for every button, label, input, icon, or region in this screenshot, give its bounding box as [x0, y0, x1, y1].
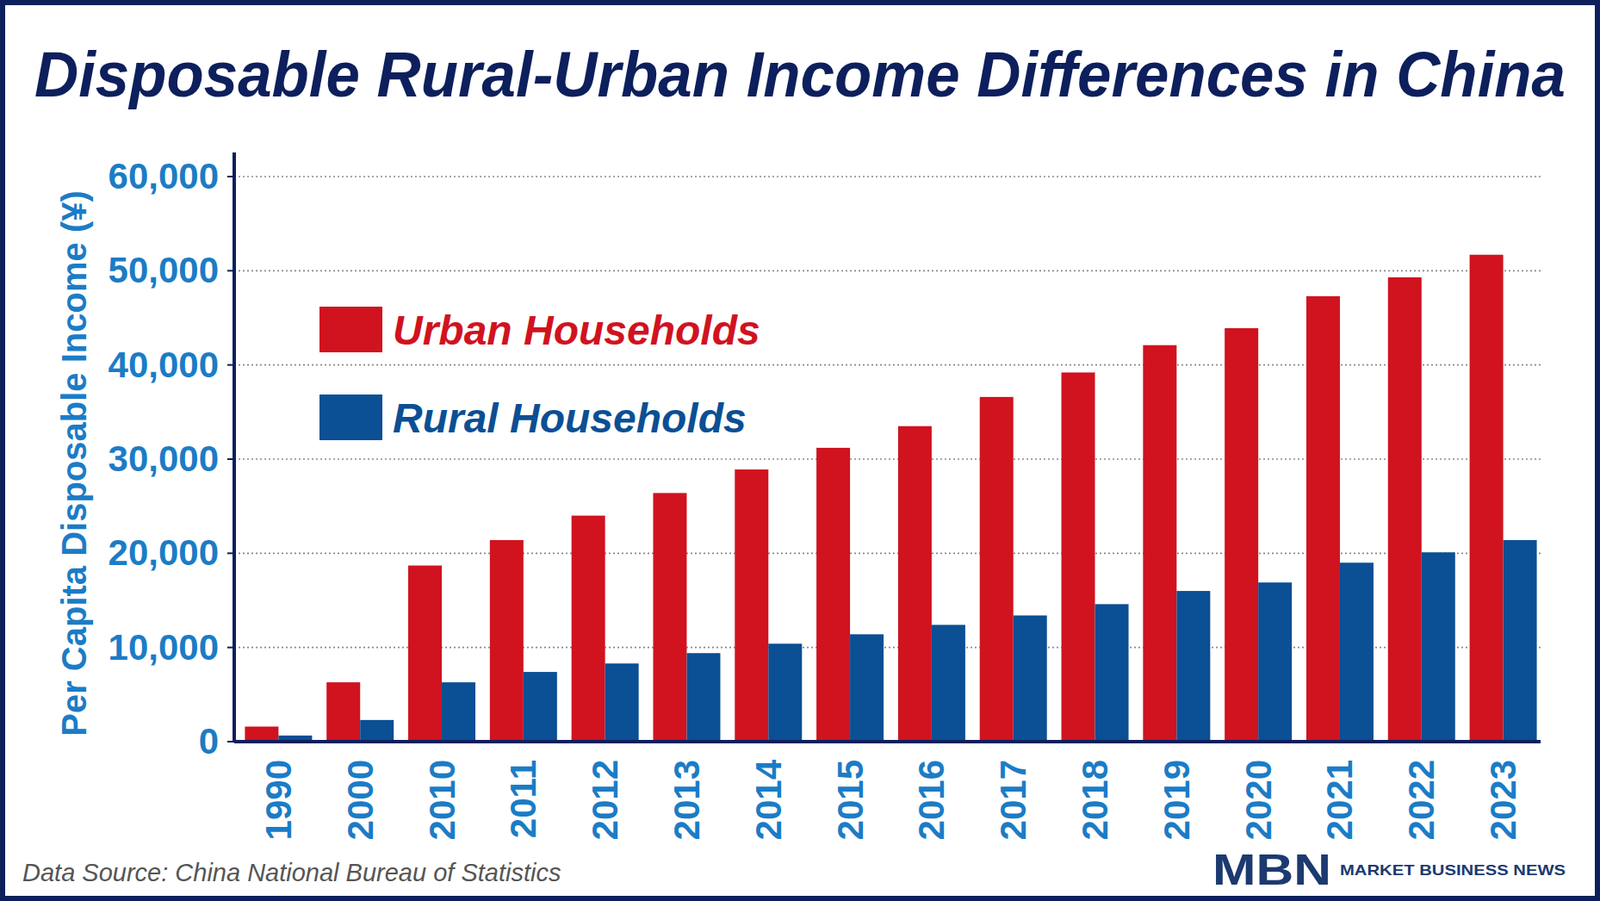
x-tick-label: 1990 — [258, 759, 299, 840]
bar — [1306, 296, 1340, 742]
bar — [1421, 551, 1456, 742]
bar — [816, 447, 850, 742]
y-tick-label: 10,000 — [108, 626, 219, 668]
x-tick-label: 2010 — [421, 759, 463, 840]
bar — [1469, 254, 1504, 742]
chart: Disposable Rural-Urban Income Difference… — [0, 0, 1600, 901]
bar — [1388, 277, 1422, 742]
bar — [979, 396, 1014, 742]
x-axis — [234, 739, 1541, 744]
legend-label: Urban Households — [392, 307, 761, 354]
bar — [359, 719, 394, 742]
x-tick-label: 2020 — [1238, 759, 1279, 840]
title: Disposable Rural-Urban Income Difference… — [34, 38, 1566, 111]
x-tick-label: 2023 — [1482, 759, 1524, 840]
logo-text: MARKET BUSINESS NEWS — [1339, 862, 1566, 879]
x-tick-label: 2019 — [1156, 759, 1197, 840]
bar — [898, 426, 932, 742]
y-tick-label: 20,000 — [108, 532, 219, 573]
bar — [1258, 582, 1292, 742]
y-axis — [232, 152, 236, 742]
bar — [441, 682, 476, 742]
bar — [605, 663, 639, 742]
y-axis-title: Per Capita Disposable Income (¥) — [55, 190, 94, 737]
y-tick-label: 60,000 — [108, 155, 219, 197]
x-tick-label: 2017 — [992, 759, 1034, 840]
y-tick-label: 30,000 — [108, 438, 219, 479]
grid-line — [234, 364, 1541, 366]
bar — [768, 643, 802, 742]
legend-label: Rural Households — [392, 395, 747, 441]
frame — [2, 2, 1598, 899]
x-tick-label: 2011 — [502, 759, 544, 838]
legend-swatch — [319, 394, 383, 441]
bar — [523, 671, 558, 742]
x-tick-label: 2013 — [666, 759, 707, 840]
y-tick-label: 50,000 — [108, 249, 219, 291]
bars — [244, 254, 1537, 742]
bar — [408, 565, 442, 742]
bar — [1339, 562, 1374, 742]
x-tick-label: 2016 — [911, 759, 952, 840]
bar — [686, 652, 720, 742]
x-tick-label: 2018 — [1074, 759, 1116, 840]
bar — [1503, 539, 1538, 742]
source: Data Source: China National Bureau of St… — [22, 858, 561, 887]
bar — [1061, 372, 1096, 742]
grid-line — [234, 270, 1541, 273]
bar — [1176, 590, 1210, 742]
bar — [849, 633, 884, 742]
grid-line — [234, 175, 1541, 178]
bar — [489, 539, 524, 742]
bar — [1095, 603, 1129, 742]
logo: MBN — [1212, 845, 1332, 894]
bar — [652, 492, 687, 742]
legend-swatch — [319, 306, 383, 353]
x-tick-label: 2000 — [340, 759, 381, 840]
y-tick-label: 40,000 — [108, 344, 219, 385]
bar — [1013, 614, 1048, 742]
x-tick-label: 2022 — [1401, 759, 1442, 840]
grid-line — [234, 552, 1541, 555]
bar — [244, 726, 279, 742]
y-tick-label: 0 — [198, 720, 219, 762]
x-tick-label: 2012 — [584, 759, 626, 840]
bar — [326, 682, 360, 742]
bar — [734, 469, 769, 742]
bar — [571, 515, 606, 742]
x-tick-label: 2021 — [1319, 759, 1360, 840]
bar — [1142, 345, 1177, 742]
x-tick-label: 2014 — [748, 758, 789, 840]
x-tick-label: 2015 — [830, 759, 871, 840]
bar — [931, 624, 966, 742]
grid-line — [234, 458, 1541, 460]
bar — [1224, 328, 1259, 742]
